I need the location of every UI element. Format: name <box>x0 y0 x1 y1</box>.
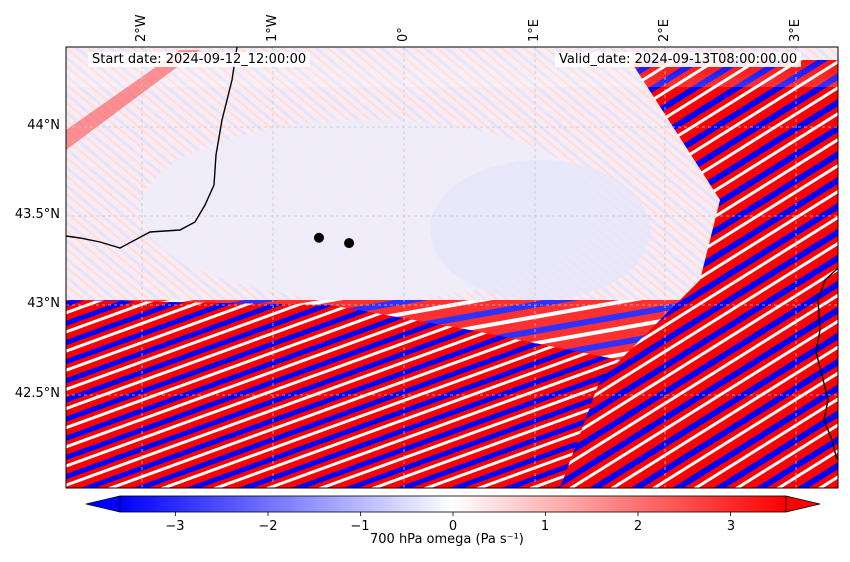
colorbar-max-extension <box>785 495 821 513</box>
mediterranean-coastline <box>815 267 838 461</box>
map-frame <box>65 46 839 489</box>
colorbar-tick-marks <box>175 512 731 516</box>
location-point <box>344 238 355 249</box>
colorbar-tick-label: 0 <box>448 519 458 534</box>
x-tick-label: 2°W <box>134 14 149 42</box>
x-tick-label: 2°E <box>657 19 672 42</box>
colorbar-label: 700 hPa omega (Pa s⁻¹) <box>370 532 524 547</box>
calm-area-east <box>430 160 650 300</box>
x-tick-label: 3°E <box>788 19 803 42</box>
east-wave-field <box>560 60 838 488</box>
colorbar-tick-label: 1 <box>540 519 550 534</box>
y-tick-label: 43.5°N <box>14 207 60 222</box>
colorbar-gradient <box>119 495 787 513</box>
start-date-label: Start date: 2024-09-12_12:00:00 <box>88 52 311 67</box>
gridlines <box>66 47 838 488</box>
x-tick-label: 1°W <box>265 14 280 42</box>
colorbar-tick-label: −3 <box>165 519 185 534</box>
colorbar-tick-label: −1 <box>350 519 370 534</box>
omega-map <box>66 47 838 488</box>
valid-date-label: Valid_date: 2024-09-13T08:00:00.00 <box>555 52 802 67</box>
y-tick-label: 43°N <box>27 296 60 311</box>
location-point <box>313 232 324 243</box>
northwest-waves <box>66 50 200 150</box>
colorbar-tick-label: 2 <box>633 519 643 534</box>
colorbar-tick-label: −2 <box>258 519 278 534</box>
x-tick-label: 0° <box>396 27 411 42</box>
y-tick-label: 42.5°N <box>14 386 60 401</box>
x-tick-label: 1°E <box>527 19 542 42</box>
colorbar-tick-label: 3 <box>726 519 736 534</box>
colorbar-min-extension <box>85 495 121 513</box>
colorbar <box>85 495 821 516</box>
atlantic-coastline <box>66 47 238 249</box>
y-tick-label: 44°N <box>27 118 60 133</box>
